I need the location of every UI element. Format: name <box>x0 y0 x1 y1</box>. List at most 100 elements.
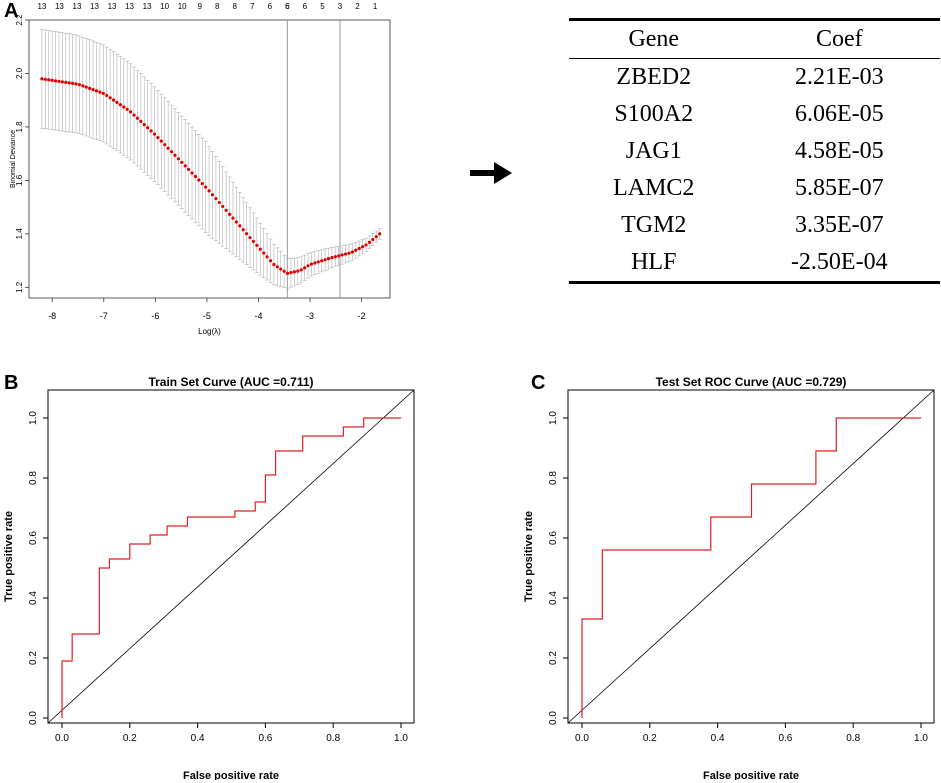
coef-header: Coef <box>815 26 863 52</box>
deviance-point <box>241 228 245 232</box>
deviance-point <box>292 270 296 274</box>
x-tick-label: 0.8 <box>326 733 340 744</box>
deviance-point <box>371 237 375 242</box>
deviance-point <box>149 129 153 133</box>
top-axis-label: 3 <box>338 2 343 11</box>
roc-train-plot: Train Set Curve (AUC =0.711) 0.0 0.2 0.4 0.6… <box>3 375 415 780</box>
deviance-point <box>361 245 365 249</box>
table-row: S100A2 6.06E-05 <box>569 96 940 133</box>
y-tick-label: 0.6 <box>28 531 39 545</box>
gene-cell: LAMC2 <box>613 175 695 201</box>
table-row: TGM2 3.35E-07 <box>569 207 940 244</box>
deviance-point <box>234 220 238 224</box>
deviance-point <box>350 250 354 254</box>
y-tick-label: 0.2 <box>28 651 39 665</box>
deviance-point <box>118 103 122 107</box>
y-tick-label: 0.8 <box>28 471 39 485</box>
deviance-point <box>275 265 279 269</box>
top-axis-label: 2 <box>355 2 360 11</box>
x-tick-label: 1.0 <box>914 733 928 744</box>
deviance-point <box>258 247 262 251</box>
deviance-point <box>279 267 283 271</box>
deviance-point <box>152 132 157 136</box>
deviance-point <box>227 212 232 216</box>
gene-cell: HLF <box>631 249 677 275</box>
lasso-cv-plot: -8 -7 -6 -5 -4 -3 -21.21.41.61.82.02.213 13 13 13… <box>10 2 391 336</box>
deviance-point <box>347 251 351 255</box>
deviance-point <box>299 268 303 272</box>
gene-cell: TGM2 <box>621 212 687 238</box>
deviance-point <box>91 88 95 92</box>
top-axis-label: 13 <box>73 2 82 11</box>
deviance-point <box>296 269 300 273</box>
deviance-point <box>231 216 235 220</box>
deviance-point <box>125 107 129 111</box>
reference-diagonal <box>47 389 415 724</box>
deviance-point <box>139 119 143 124</box>
roc-test-plot: Test Set ROC Curve (AUC =0.729) 0.0 0.2 0.4… <box>523 375 935 780</box>
deviance-point <box>285 271 290 275</box>
x-axis-label: False positive rate <box>703 770 799 780</box>
deviance-point <box>340 253 344 257</box>
deviance-point <box>320 259 324 263</box>
top-axis-label: 13 <box>37 2 46 11</box>
deviance-point <box>193 174 198 179</box>
panel-label-c: C <box>531 372 546 394</box>
deviance-point <box>343 252 348 256</box>
chart-title: Test Set ROC Curve (AUC =0.729) <box>656 375 847 389</box>
deviance-point <box>169 150 174 154</box>
y-axis-label: True positive rate <box>3 511 15 602</box>
deviance-point <box>313 261 317 265</box>
deviance-point <box>142 122 146 127</box>
top-axis-label: 7 <box>250 2 255 11</box>
deviance-point <box>183 164 187 168</box>
deviance-point <box>214 197 218 201</box>
plot-frame <box>28 19 391 299</box>
deviance-point <box>333 255 337 259</box>
y-tick-label: 1.4 <box>15 228 24 240</box>
x-tick-label: -5 <box>203 311 211 321</box>
deviance-point <box>265 255 269 259</box>
top-axis-label: 8 <box>233 2 238 11</box>
top-axis-label: 6 <box>285 2 290 11</box>
deviance-point <box>217 200 221 205</box>
deviance-point <box>306 264 310 268</box>
deviance-point <box>115 100 119 104</box>
deviance-point <box>309 262 314 266</box>
deviance-point <box>88 86 92 90</box>
coef-cell: 5.85E-07 <box>794 175 884 201</box>
deviance-point <box>289 271 293 275</box>
gene-cell: JAG1 <box>625 138 682 164</box>
deviance-point <box>81 84 85 88</box>
deviance-point <box>84 85 88 89</box>
deviance-point <box>221 204 225 209</box>
right-arrow-icon <box>470 162 512 184</box>
deviance-point <box>330 255 334 260</box>
deviance-point <box>180 160 184 164</box>
x-tick-label: -3 <box>306 311 314 321</box>
deviance-point <box>135 116 140 120</box>
deviance-point <box>374 235 378 239</box>
x-tick-label: -7 <box>100 311 108 321</box>
deviance-point <box>67 81 71 85</box>
deviance-point <box>57 79 61 83</box>
deviance-point <box>146 126 150 130</box>
top-axis-label: 13 <box>108 2 117 11</box>
deviance-point <box>173 153 177 157</box>
deviance-point <box>187 167 191 172</box>
table-row: JAG1 4.58E-05 <box>569 133 940 170</box>
deviance-point <box>132 113 136 117</box>
x-tick-label: -6 <box>151 311 159 321</box>
x-tick-label: -8 <box>48 311 56 321</box>
deviance-point <box>200 181 204 186</box>
deviance-point <box>156 135 160 140</box>
deviance-point <box>251 239 256 244</box>
deviance-point <box>354 248 358 252</box>
deviance-point <box>74 82 78 86</box>
x-tick-label: -4 <box>254 311 262 321</box>
top-axis-label: 13 <box>55 2 64 11</box>
table-header-row: Gene Coef <box>569 19 940 59</box>
x-axis-label: False positive rate <box>183 770 279 780</box>
y-tick-label: 1.6 <box>15 174 24 186</box>
deviance-point <box>111 98 116 102</box>
